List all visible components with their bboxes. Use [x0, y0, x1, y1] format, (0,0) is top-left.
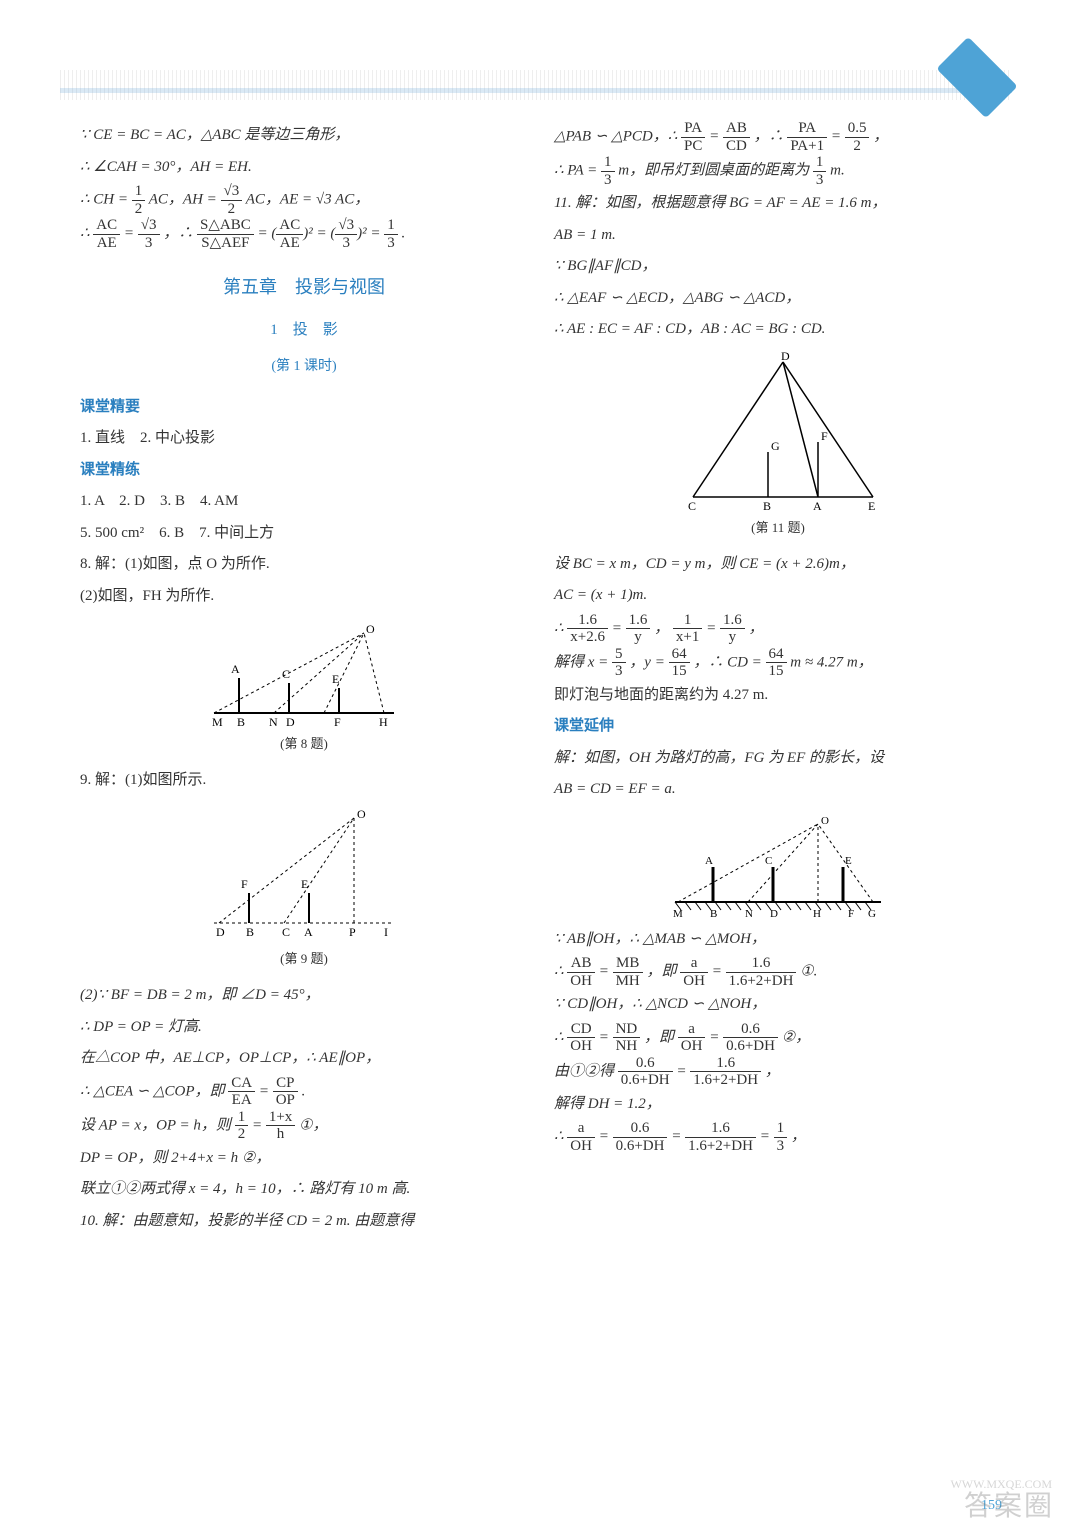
text-line: 联立①②两式得 x = 4，h = 10，∴ 路灯有 10 m 高.	[80, 1174, 528, 1206]
svg-text:A: A	[231, 662, 240, 676]
svg-text:F: F	[821, 429, 828, 443]
figure-caption: (第 9 题)	[80, 945, 528, 972]
svg-text:M: M	[212, 715, 223, 728]
svg-text:B: B	[237, 715, 245, 728]
svg-text:I: I	[384, 925, 388, 939]
svg-text:E: E	[332, 672, 339, 686]
text-line: 10. 解：由题意知，投影的半径 CD = 2 m. 由题意得	[80, 1206, 528, 1238]
svg-text:H: H	[813, 908, 821, 920]
svg-text:E: E	[868, 499, 875, 512]
text-line: AB = CD = EF = a.	[554, 774, 1002, 806]
figure-caption: (第 11 题)	[554, 514, 1002, 541]
text-line: 11. 解：如图，根据题意得 BG = AF = AE = 1.6 m，	[554, 188, 1002, 220]
svg-text:N: N	[269, 715, 278, 728]
text-line: ∴ ACAE = √33 ，∴ S△ABCS△AEF = (ACAE)² = (…	[80, 217, 528, 251]
svg-text:D: D	[770, 908, 778, 920]
svg-text:B: B	[763, 499, 771, 512]
figure-caption: (第 8 题)	[80, 730, 528, 757]
svg-text:A: A	[813, 499, 822, 512]
svg-text:C: C	[688, 499, 696, 512]
section-heading: 课堂精练	[80, 455, 528, 487]
text-line: 9. 解：(1)如图所示.	[80, 765, 528, 797]
text-line: 5. 500 cm² 6. B 7. 中间上方	[80, 518, 528, 550]
text-line: 解：如图，OH 为路灯的高，FG 为 EF 的影长，设	[554, 743, 1002, 775]
text-line: ∴ DP = OP = 灯高.	[80, 1012, 528, 1044]
text-line: ∵ BG∥AF∥CD，	[554, 251, 1002, 283]
text-line: ∴ CDOH = NDNH ，即 aOH = 0.60.6+DH ②，	[554, 1021, 1002, 1055]
svg-text:A: A	[304, 925, 313, 939]
svg-text:F: F	[241, 877, 248, 891]
text-line: ∴ △CEA ∽ △COP，即 CAEA = CPOP .	[80, 1075, 528, 1109]
corner-badge	[936, 37, 1017, 118]
figure-8: M B N D F H A C E O	[204, 618, 404, 728]
svg-text:N: N	[745, 908, 753, 920]
chapter-heading: 第五章 投影与视图	[80, 269, 528, 307]
section-heading: 课堂精要	[80, 392, 528, 424]
svg-text:P: P	[349, 925, 356, 939]
text-line: ∴ 1.6x+2.6 = 1.6y ， 1x+1 = 1.6y ，	[554, 612, 1002, 646]
figure-9: D B C A P I F E O	[204, 803, 404, 943]
sub-heading: (第 1 课时)	[80, 352, 528, 381]
svg-text:F: F	[848, 908, 854, 920]
svg-text:E: E	[301, 877, 308, 891]
text-line: ∴ PA = 13 m，即吊灯到圆桌面的距离为 13 m.	[554, 154, 1002, 188]
text-line: ∵ CE = BC = AC，△ABC 是等边三角形，	[80, 120, 528, 152]
page-content: ∵ CE = BC = AC，△ABC 是等边三角形， ∴ ∠CAH = 30°…	[80, 120, 1002, 1496]
text-line: ∴ △EAF ∽ △ECD，△ABG ∽ △ACD，	[554, 283, 1002, 315]
svg-text:B: B	[710, 908, 717, 920]
svg-text:A: A	[705, 855, 713, 867]
text-line: AB = 1 m.	[554, 220, 1002, 252]
svg-text:D: D	[286, 715, 295, 728]
text-line: 解得 DH = 1.2，	[554, 1089, 1002, 1121]
svg-text:H: H	[379, 715, 388, 728]
svg-text:E: E	[845, 855, 852, 867]
text-line: ∵ AB∥OH，∴ △MAB ∽ △MOH，	[554, 924, 1002, 956]
svg-text:D: D	[781, 352, 790, 363]
svg-text:C: C	[282, 925, 290, 939]
svg-text:C: C	[765, 855, 772, 867]
header-line	[60, 88, 1012, 93]
text-line: △PAB ∽ △PCD，∴ PAPC = ABCD ，∴ PAPA+1 = 0.…	[554, 120, 1002, 154]
figure-ext: M B N D H F G A C E O	[663, 812, 893, 922]
svg-text:D: D	[216, 925, 225, 939]
text-line: 解得 x = 53 ，y = 6415 ，∴ CD = 6415 m ≈ 4.2…	[554, 646, 1002, 680]
svg-text:O: O	[366, 622, 375, 636]
svg-text:B: B	[246, 925, 254, 939]
text-line: DP = OP，则 2+4+x = h ②，	[80, 1143, 528, 1175]
right-column: △PAB ∽ △PCD，∴ PAPC = ABCD ，∴ PAPA+1 = 0.…	[554, 120, 1002, 1496]
t: ∴ CH =	[80, 191, 128, 207]
text-line: (2)∵ BF = DB = 2 m，即 ∠D = 45°，	[80, 980, 528, 1012]
text-line: ∴ AE : EC = AF : CD，AB : AC = BG : CD.	[554, 314, 1002, 346]
svg-text:G: G	[868, 908, 876, 920]
text-line: 1. A 2. D 3. B 4. AM	[80, 486, 528, 518]
text-line: 在△COP 中，AE⊥CP，OP⊥CP，∴ AE∥OP，	[80, 1043, 528, 1075]
svg-text:O: O	[821, 815, 829, 827]
t: AC，AH =	[149, 191, 217, 207]
text-line: ∴ ABOH = MBMH ，即 aOH = 1.61.6+2+DH ①.	[554, 955, 1002, 989]
text-line: ∵ CD∥OH，∴ △NCD ∽ △NOH，	[554, 989, 1002, 1021]
section-heading: 课堂延伸	[554, 711, 1002, 743]
header-dots	[60, 70, 1012, 100]
text-line: ∴ ∠CAH = 30°，AH = EH.	[80, 152, 528, 184]
svg-text:M: M	[673, 908, 683, 920]
watermark-main: 答案圈	[964, 1484, 1054, 1524]
figure-11: C B A E G F D	[673, 352, 883, 512]
text-line: 即灯泡与地面的距离约为 4.27 m.	[554, 680, 1002, 712]
text-line: 8. 解：(1)如图，点 O 为所作.	[80, 549, 528, 581]
text-line: 1. 直线 2. 中心投影	[80, 423, 528, 455]
left-column: ∵ CE = BC = AC，△ABC 是等边三角形， ∴ ∠CAH = 30°…	[80, 120, 528, 1496]
text-line: ∴ CH = 12 AC，AH = √32 AC，AE = √3 AC，	[80, 183, 528, 217]
text-line: AC = (x + 1)m.	[554, 580, 1002, 612]
text-line: 设 BC = x m，CD = y m，则 CE = (x + 2.6)m，	[554, 549, 1002, 581]
text-line: ∴ aOH = 0.60.6+DH = 1.61.6+2+DH = 13 ，	[554, 1120, 1002, 1154]
svg-text:C: C	[282, 667, 290, 681]
t: AC，AE = √3 AC，	[246, 191, 370, 207]
svg-text:G: G	[771, 439, 780, 453]
svg-text:F: F	[334, 715, 341, 728]
svg-text:O: O	[357, 807, 366, 821]
text-line: (2)如图，FH 为所作.	[80, 581, 528, 613]
text-line: 设 AP = x，OP = h，则 12 = 1+xh ①，	[80, 1109, 528, 1143]
text-line: 由①②得 0.60.6+DH = 1.61.6+2+DH ，	[554, 1055, 1002, 1089]
lesson-heading: 1 投 影	[80, 315, 528, 347]
